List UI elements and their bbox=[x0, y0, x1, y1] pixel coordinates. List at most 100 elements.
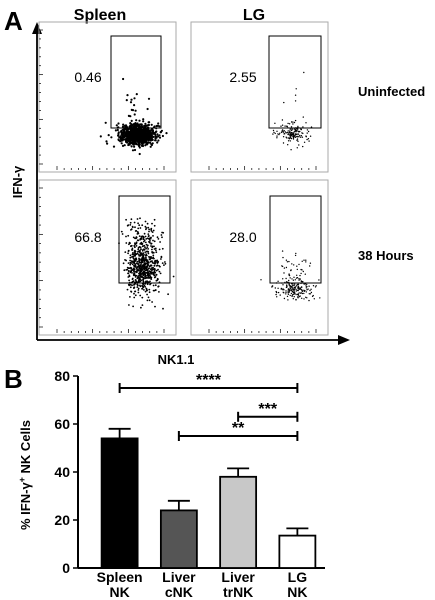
cell-dot bbox=[301, 136, 304, 138]
cell-dot bbox=[295, 131, 297, 133]
cell-dot bbox=[300, 282, 302, 285]
cell-dot bbox=[148, 291, 151, 294]
cell-dot bbox=[150, 227, 153, 230]
cell-dot bbox=[164, 262, 167, 265]
cell-dot bbox=[294, 286, 296, 289]
cell-dot bbox=[132, 125, 135, 128]
cell-dot bbox=[165, 132, 168, 135]
cell-dot bbox=[157, 135, 160, 138]
cell-dot bbox=[145, 138, 148, 141]
cell-dot bbox=[125, 137, 128, 140]
cell-dot bbox=[133, 268, 136, 271]
cell-dot bbox=[143, 232, 146, 235]
cell-dot bbox=[303, 292, 305, 295]
cell-dot bbox=[297, 297, 299, 299]
cell-dot bbox=[147, 97, 151, 100]
cell-dot bbox=[148, 270, 151, 272]
cell-dot bbox=[143, 130, 146, 133]
cell-dot bbox=[141, 287, 144, 290]
significance-label: ** bbox=[232, 420, 245, 437]
cell-dot bbox=[143, 139, 146, 142]
cell-dot bbox=[140, 254, 142, 257]
cell-dot bbox=[147, 248, 150, 250]
cell-dot bbox=[294, 94, 297, 96]
cell-dot bbox=[303, 298, 305, 300]
y-tick-label: 80 bbox=[54, 368, 70, 384]
cell-dot bbox=[147, 296, 150, 299]
cell-dot bbox=[154, 284, 157, 287]
cell-dot bbox=[125, 99, 128, 102]
cell-dot bbox=[289, 286, 291, 288]
cell-dot bbox=[135, 230, 138, 232]
cell-dot bbox=[144, 241, 147, 244]
cell-dot bbox=[284, 131, 286, 133]
cell-dot bbox=[299, 274, 301, 277]
cell-dot bbox=[158, 270, 161, 273]
bar-ylabel: % IFN-γ+ NK Cells bbox=[17, 420, 33, 530]
cell-dot bbox=[127, 272, 129, 275]
cell-dot bbox=[147, 129, 150, 132]
cell-dot bbox=[157, 268, 159, 271]
cell-dot bbox=[308, 140, 310, 142]
cell-dot bbox=[146, 271, 149, 274]
cell-dot bbox=[145, 243, 148, 246]
cell-dot bbox=[285, 291, 287, 294]
cell-dot bbox=[137, 127, 140, 130]
cell-dot bbox=[154, 289, 157, 291]
cell-dot bbox=[293, 121, 296, 124]
cell-dot bbox=[304, 283, 307, 285]
cell-dot bbox=[146, 280, 149, 283]
cell-dot bbox=[152, 239, 154, 242]
cell-dot bbox=[298, 292, 300, 294]
cell-dot bbox=[288, 284, 291, 286]
cell-dot bbox=[292, 123, 294, 125]
cell-dot bbox=[126, 224, 129, 227]
cell-dot bbox=[121, 134, 124, 137]
cell-dot bbox=[301, 297, 303, 299]
cell-dot bbox=[143, 253, 145, 256]
cell-dot bbox=[276, 282, 278, 284]
cell-dot bbox=[145, 256, 147, 259]
cell-dot bbox=[290, 127, 292, 129]
cell-dot bbox=[287, 133, 289, 136]
cell-dot bbox=[142, 118, 145, 121]
panel-a-ylabel: IFN-γ bbox=[10, 165, 25, 198]
cell-dot bbox=[155, 265, 158, 267]
cell-dot bbox=[285, 277, 287, 280]
cell-dot bbox=[137, 291, 140, 294]
cell-dot bbox=[311, 295, 314, 298]
cell-dot bbox=[133, 264, 135, 267]
flow-plot-lg-38h: 28.0 bbox=[190, 179, 329, 336]
cell-dot bbox=[289, 287, 292, 289]
cell-dot bbox=[274, 122, 276, 125]
cell-dot bbox=[281, 250, 284, 252]
cell-dot bbox=[281, 265, 283, 267]
cell-dot bbox=[298, 279, 300, 281]
cell-dot bbox=[122, 77, 125, 81]
cell-dot bbox=[287, 140, 290, 142]
cell-dot bbox=[131, 247, 134, 250]
cell-dot bbox=[290, 121, 293, 123]
cell-dot bbox=[306, 297, 308, 299]
cell-dot bbox=[146, 268, 148, 270]
cell-dot bbox=[288, 134, 290, 136]
cell-dot bbox=[156, 141, 159, 144]
cell-dot bbox=[152, 254, 155, 257]
cell-dot bbox=[137, 222, 140, 225]
cell-dot bbox=[130, 228, 133, 231]
cell-dot bbox=[151, 271, 154, 274]
cell-dot bbox=[143, 289, 145, 291]
y-tick-label: 60 bbox=[54, 416, 70, 432]
cell-dot bbox=[296, 135, 298, 138]
cell-dot bbox=[156, 133, 159, 136]
cell-dot bbox=[135, 262, 138, 265]
cell-dot bbox=[310, 126, 313, 128]
cell-dot bbox=[138, 261, 141, 264]
cell-dot bbox=[158, 136, 162, 139]
cell-dot bbox=[125, 235, 127, 238]
cell-dot bbox=[290, 149, 292, 151]
cell-dot bbox=[134, 254, 137, 257]
cell-dot bbox=[296, 130, 298, 132]
cell-dot bbox=[127, 134, 131, 137]
cell-dot bbox=[302, 270, 304, 273]
